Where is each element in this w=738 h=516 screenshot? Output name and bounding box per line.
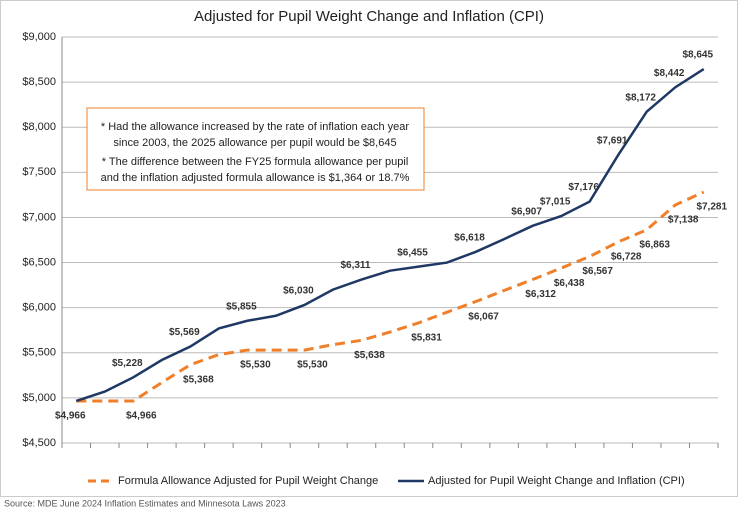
y-tick-label: $4,500 xyxy=(22,437,56,449)
annotation: * Had the allowance increased by the rat… xyxy=(101,121,410,133)
data-label: $6,728 xyxy=(611,252,642,263)
data-label: $6,438 xyxy=(554,278,585,289)
y-tick-label: $9,000 xyxy=(22,31,56,43)
data-label: $7,281 xyxy=(696,202,727,213)
data-label: $6,567 xyxy=(582,266,613,277)
data-label: $8,645 xyxy=(682,50,713,61)
data-label: $4,966 xyxy=(126,411,157,422)
chart-title: Adjusted for Pupil Weight Change and Inf… xyxy=(194,8,544,25)
y-tick-label: $7,000 xyxy=(22,211,56,223)
y-tick-label: $8,000 xyxy=(22,121,56,133)
y-tick-label: $5,000 xyxy=(22,392,56,404)
data-label: $5,530 xyxy=(240,360,271,371)
data-label: $6,618 xyxy=(454,233,485,244)
y-tick-label: $7,500 xyxy=(22,166,56,178)
data-label: $8,442 xyxy=(654,68,685,79)
data-label: $5,368 xyxy=(183,374,214,385)
data-label: $6,030 xyxy=(283,286,314,297)
source: Source: MDE June 2024 Inflation Estimate… xyxy=(4,498,286,508)
data-label: $8,172 xyxy=(625,92,656,103)
data-label: $6,067 xyxy=(468,311,499,322)
data-label: $6,311 xyxy=(340,260,370,271)
series-line xyxy=(76,190,705,403)
annotation: since 2003, the 2025 allowance per pupil… xyxy=(113,137,396,149)
y-tick-label: $8,500 xyxy=(22,76,56,88)
annotation: and the inflation adjusted formula allow… xyxy=(101,172,410,184)
annotation: * The difference between the FY25 formul… xyxy=(102,156,409,168)
data-label: $6,455 xyxy=(397,247,428,258)
series-line xyxy=(75,67,705,403)
data-label: $7,015 xyxy=(540,197,571,208)
y-tick-label: $6,500 xyxy=(22,256,56,268)
data-label: $5,530 xyxy=(297,360,328,371)
y-tick-label: $5,500 xyxy=(22,347,56,359)
data-label: $6,863 xyxy=(639,239,670,250)
legend-label: Adjusted for Pupil Weight Change and Inf… xyxy=(428,475,685,487)
y-tick-label: $6,000 xyxy=(22,302,56,314)
data-label: $5,638 xyxy=(354,350,385,361)
annotation-box xyxy=(86,107,425,191)
legend-label: Formula Allowance Adjusted for Pupil Wei… xyxy=(118,475,378,487)
data-label: $4,966 xyxy=(55,411,86,422)
data-label: $5,228 xyxy=(112,358,143,369)
data-label: $5,855 xyxy=(226,301,257,312)
data-label: $7,691 xyxy=(597,136,628,147)
data-label: $6,907 xyxy=(511,206,542,217)
data-label: $5,831 xyxy=(411,333,442,344)
chart-border xyxy=(0,0,738,497)
data-label: $5,569 xyxy=(169,327,200,338)
data-label: $7,138 xyxy=(668,215,699,226)
data-label: $6,312 xyxy=(525,289,556,300)
data-label: $7,176 xyxy=(568,182,599,193)
